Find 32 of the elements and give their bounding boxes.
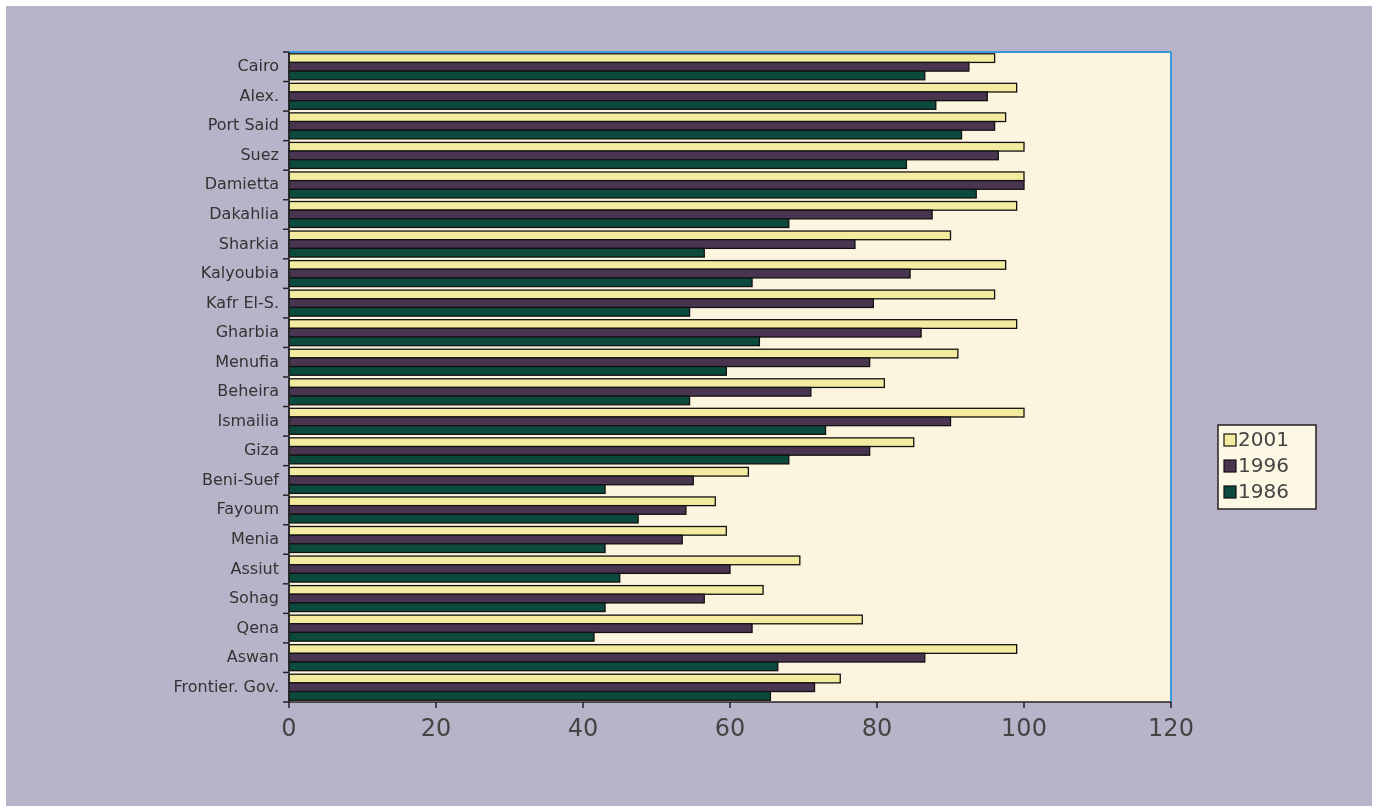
- x-tick-label: 100: [1001, 714, 1047, 742]
- x-tick-label: 80: [861, 714, 893, 742]
- y-tick-label: Sohag: [228, 588, 279, 608]
- y-tick-label: Sharkia: [218, 233, 279, 253]
- y-tick-label: Qena: [236, 617, 279, 637]
- legend-label: 2001: [1238, 426, 1289, 451]
- y-tick-label: Dakahlia: [209, 204, 279, 223]
- y-tick-label: Damietta: [204, 174, 279, 194]
- y-tick-label: Fayoum: [216, 499, 279, 519]
- y-tick-label: Gharbia: [215, 322, 279, 342]
- y-tick-label: Kalyoubia: [200, 263, 279, 283]
- x-tick-label: 60: [714, 714, 746, 742]
- y-tick-label: Frontier. Gov.: [173, 676, 279, 696]
- y-tick-label: Menia: [230, 529, 279, 548]
- y-tick-label: Aswan: [226, 647, 279, 667]
- x-tick-label: 0: [281, 714, 297, 742]
- y-tick-label: Giza: [243, 440, 279, 460]
- y-tick-label: Ismailia: [217, 410, 279, 430]
- legend-label: 1986: [1238, 478, 1289, 503]
- y-tick-label: Alex.: [239, 85, 279, 105]
- y-tick-label: Beni-Suef: [202, 469, 280, 489]
- x-tick-label: 20: [420, 714, 452, 742]
- legend-label: 1996: [1238, 452, 1289, 477]
- y-tick-label: Assiut: [230, 558, 279, 578]
- x-tick-label: 40: [567, 714, 599, 742]
- y-tick-label: Kafr El-S.: [206, 292, 279, 312]
- y-tick-label: Suez: [240, 144, 279, 164]
- y-tick-label: Menufia: [215, 351, 279, 371]
- x-tick-label: 120: [1148, 714, 1194, 742]
- y-tick-label: Beheira: [217, 381, 279, 401]
- y-tick-label: Port Said: [207, 115, 279, 135]
- y-tick-label: Cairo: [237, 56, 279, 76]
